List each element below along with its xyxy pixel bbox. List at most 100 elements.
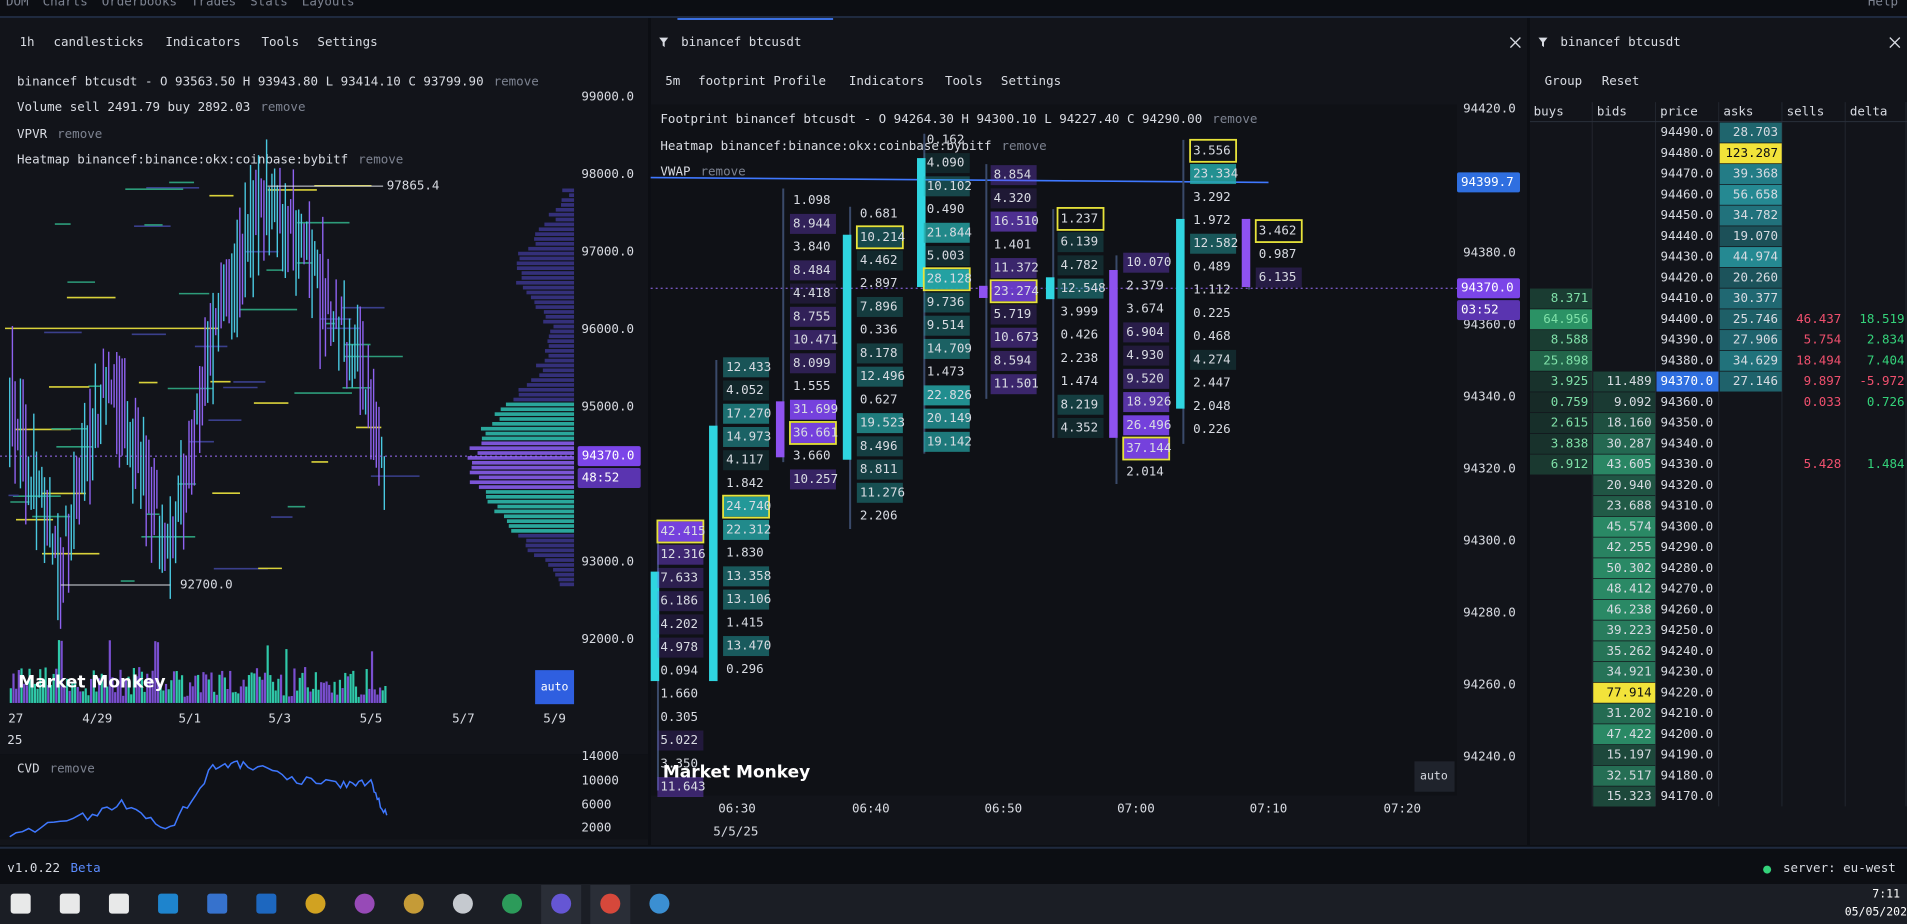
- filter-icon[interactable]: [659, 37, 669, 48]
- volume-bar: [271, 681, 275, 703]
- cvd-line: [9, 760, 388, 838]
- orderbook-cell: 43.605: [1606, 456, 1651, 471]
- legend-action[interactable]: remove: [701, 163, 746, 178]
- volume-bar: [84, 688, 87, 703]
- taskbar-icon[interactable]: [502, 893, 523, 914]
- volume-bar: [140, 671, 144, 703]
- taskbar-icon[interactable]: [649, 893, 670, 914]
- orderbook-cell: 5.754: [1804, 332, 1842, 347]
- cell-bg: [923, 269, 970, 290]
- toolbar-item[interactable]: Tools: [945, 73, 983, 88]
- countdown-bg: [577, 467, 641, 488]
- volume-profile-bar: [521, 276, 575, 280]
- auto-button[interactable]: auto: [1420, 768, 1448, 782]
- taskbar-icon[interactable]: [10, 893, 31, 914]
- taskbar-icon[interactable]: [600, 893, 621, 914]
- legend-action[interactable]: remove: [50, 760, 95, 775]
- legend-action[interactable]: remove: [260, 99, 305, 114]
- volume-profile-bar: [548, 212, 575, 217]
- menu-item[interactable]: Help: [1868, 0, 1898, 9]
- cell-highlight: [1254, 219, 1303, 243]
- toolbar-item[interactable]: Indicators: [165, 34, 240, 49]
- cell-bg: [723, 403, 770, 424]
- taskbar-icon[interactable]: [551, 893, 572, 914]
- footprint-cell: 4.782: [1061, 257, 1099, 272]
- filter-icon[interactable]: [1538, 37, 1548, 48]
- legend-action[interactable]: remove: [1002, 137, 1047, 152]
- taskbar-icon[interactable]: [108, 893, 129, 914]
- auto-button[interactable]: auto: [541, 680, 569, 694]
- orderbook-cell: 32.517: [1606, 767, 1651, 782]
- cell-bg: [1057, 232, 1104, 253]
- toolbar-item[interactable]: Reset: [1602, 73, 1640, 88]
- volume-profile-bar: [548, 563, 575, 567]
- countdown: 03:52: [1461, 302, 1499, 317]
- footprint-cell: 0.987: [1259, 246, 1297, 261]
- footprint-cell: 1.972: [1193, 212, 1231, 227]
- legend: VPVR remove: [17, 125, 102, 140]
- volume-profile-bar: [506, 519, 575, 523]
- price-tick: 92000.0: [581, 631, 634, 646]
- orderbook-cell: 42.255: [1606, 539, 1651, 554]
- toolbar-item[interactable]: Tools: [261, 34, 299, 49]
- volume-profile-bar: [526, 383, 575, 387]
- toolbar-item[interactable]: Settings: [317, 34, 377, 49]
- volume-bar: [111, 677, 114, 703]
- cell-bg: [657, 591, 704, 612]
- close-icon[interactable]: [1889, 37, 1901, 49]
- cell-bg: [1593, 724, 1656, 745]
- footprint-cell: 11.501: [994, 376, 1039, 391]
- column-header: delta: [1850, 103, 1888, 118]
- taskbar-icon[interactable]: [207, 893, 228, 914]
- volume-profile-bar: [494, 412, 575, 416]
- volume-bar: [98, 678, 101, 703]
- volume-profile-bar: [544, 358, 575, 363]
- volume-profile-bar: [545, 314, 575, 319]
- price-cell: 94450.0: [1660, 207, 1713, 222]
- taskbar-icon[interactable]: [305, 893, 326, 914]
- taskbar-icon[interactable]: [403, 893, 424, 914]
- footprint-cell: 6.186: [660, 593, 698, 608]
- column-header: asks: [1723, 103, 1753, 118]
- volume-bar: [156, 642, 160, 703]
- legend-action[interactable]: remove: [494, 73, 539, 88]
- toolbar-item[interactable]: 1h: [19, 34, 34, 49]
- taskbar-icon[interactable]: [158, 893, 179, 914]
- close-icon[interactable]: [1509, 37, 1521, 49]
- legend-action[interactable]: remove: [358, 151, 403, 166]
- menu-item[interactable]: Charts: [43, 0, 88, 9]
- legend-action[interactable]: remove: [57, 125, 102, 140]
- toolbar-item[interactable]: Indicators: [849, 73, 924, 88]
- cell-max: [1719, 143, 1782, 164]
- toolbar-item[interactable]: 5m: [665, 73, 680, 88]
- footprint-cell: 8.219: [1061, 396, 1099, 411]
- cell-bg: [1593, 745, 1656, 766]
- menu-item[interactable]: Stats: [250, 0, 288, 9]
- menu-item[interactable]: Orderbooks: [102, 0, 177, 9]
- legend-action[interactable]: remove: [1212, 111, 1257, 126]
- taskbar-icon[interactable]: [354, 893, 375, 914]
- cell-bg: [1719, 267, 1782, 288]
- toolbar-item[interactable]: Group: [1545, 73, 1583, 88]
- volume-bar: [234, 691, 237, 703]
- taskbar-icon[interactable]: [256, 893, 277, 914]
- footprint-cell: 4.462: [860, 252, 898, 267]
- volume-bar: [49, 684, 53, 703]
- toolbar-item[interactable]: Settings: [1001, 73, 1061, 88]
- menu-item[interactable]: DOM: [6, 0, 29, 9]
- date-label: 4/29: [82, 710, 112, 725]
- footprint-cell: 23.334: [1193, 166, 1238, 181]
- toolbar-item[interactable]: candlesticks: [54, 34, 144, 49]
- cell-bg: [990, 165, 1037, 186]
- toolbar-item[interactable]: footprint Profile: [698, 73, 826, 88]
- menu-item[interactable]: Trades: [191, 0, 236, 9]
- volume-bar: [253, 673, 256, 703]
- taskbar-icon[interactable]: [59, 893, 80, 914]
- taskbar-icon[interactable]: [452, 893, 473, 914]
- footprint-cell: 13.358: [726, 568, 771, 583]
- volume-bar: [346, 676, 350, 703]
- volume-bar: [65, 678, 69, 703]
- menu-item[interactable]: Layouts: [302, 0, 355, 9]
- volume-bar: [269, 675, 272, 703]
